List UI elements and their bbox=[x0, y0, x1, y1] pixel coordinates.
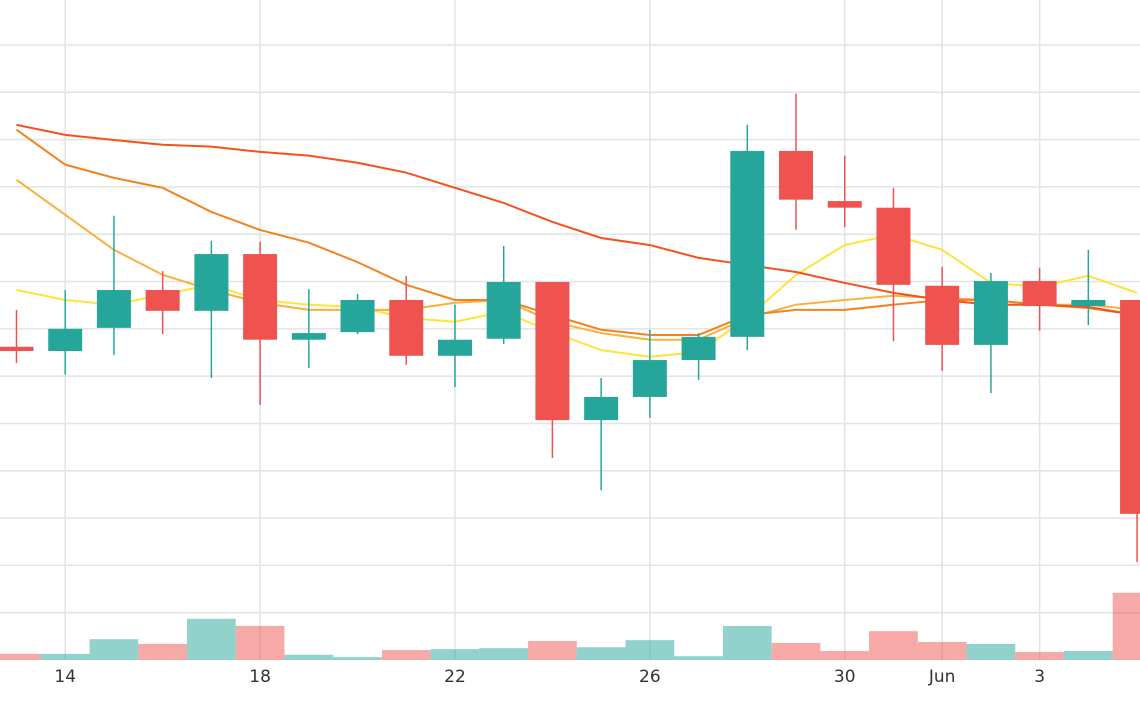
candle-body bbox=[145, 290, 180, 311]
candle-body bbox=[1022, 281, 1057, 307]
candle-body bbox=[486, 281, 521, 339]
volume-bar bbox=[528, 641, 577, 660]
volume-bar bbox=[1015, 651, 1064, 660]
candle-body bbox=[389, 299, 424, 356]
volume-bar bbox=[966, 643, 1016, 660]
candle-body bbox=[973, 281, 1008, 345]
candle-body bbox=[96, 290, 131, 328]
volume-bar bbox=[235, 625, 285, 660]
candle-body bbox=[827, 201, 862, 208]
candle-body bbox=[584, 396, 619, 421]
volume-bar bbox=[479, 648, 529, 660]
volume-bar bbox=[820, 651, 870, 660]
volume-bar bbox=[381, 650, 431, 660]
candles bbox=[0, 93, 1140, 563]
volume-bar bbox=[40, 653, 90, 660]
x-tick-label: 14 bbox=[54, 667, 76, 687]
candle-body bbox=[1071, 299, 1106, 307]
candle-body bbox=[681, 336, 716, 361]
x-tick-label: 18 bbox=[249, 667, 271, 687]
candle-body bbox=[876, 207, 911, 285]
candle-body bbox=[291, 333, 326, 340]
x-tick-label: 3 bbox=[1034, 667, 1045, 687]
candle-body bbox=[779, 150, 814, 200]
volume-bar bbox=[771, 642, 821, 660]
candle-body bbox=[1120, 299, 1140, 514]
candle-body bbox=[925, 285, 960, 345]
volume-bar bbox=[722, 625, 772, 660]
volume-bar bbox=[187, 618, 236, 660]
volume-bars bbox=[0, 592, 1140, 660]
x-tick-label: Jun bbox=[928, 667, 956, 687]
volume-bar bbox=[917, 642, 967, 660]
volume-bar bbox=[576, 647, 626, 660]
grid bbox=[0, 0, 1140, 660]
candle-body bbox=[0, 346, 34, 352]
volume-bar bbox=[333, 657, 382, 660]
x-tick-label: 26 bbox=[639, 667, 661, 687]
volume-bar bbox=[1112, 592, 1140, 660]
candle-body bbox=[535, 281, 570, 421]
moving-average-line bbox=[16, 233, 1138, 358]
candle-body bbox=[437, 339, 472, 356]
moving-average-line bbox=[16, 123, 1138, 317]
x-tick-label: 30 bbox=[834, 667, 856, 687]
volume-bar bbox=[625, 640, 675, 660]
volume-bar bbox=[674, 656, 723, 660]
candle-body bbox=[194, 254, 229, 311]
candle-body bbox=[48, 328, 83, 352]
candle-body bbox=[730, 150, 765, 337]
volume-bar bbox=[284, 654, 334, 660]
volume-bar bbox=[0, 653, 41, 660]
moving-averages bbox=[15, 123, 1138, 358]
moving-average-line bbox=[15, 128, 1138, 336]
candle-body bbox=[340, 299, 375, 333]
volume-bar bbox=[430, 649, 480, 660]
x-tick-label: 22 bbox=[444, 667, 466, 687]
volume-bar bbox=[869, 631, 918, 660]
candle-body bbox=[243, 254, 278, 340]
volume-bar bbox=[1063, 651, 1113, 660]
volume-bar bbox=[89, 639, 139, 660]
volume-bar bbox=[138, 643, 188, 660]
candle-body bbox=[632, 360, 667, 397]
moving-average-line bbox=[15, 178, 1138, 341]
